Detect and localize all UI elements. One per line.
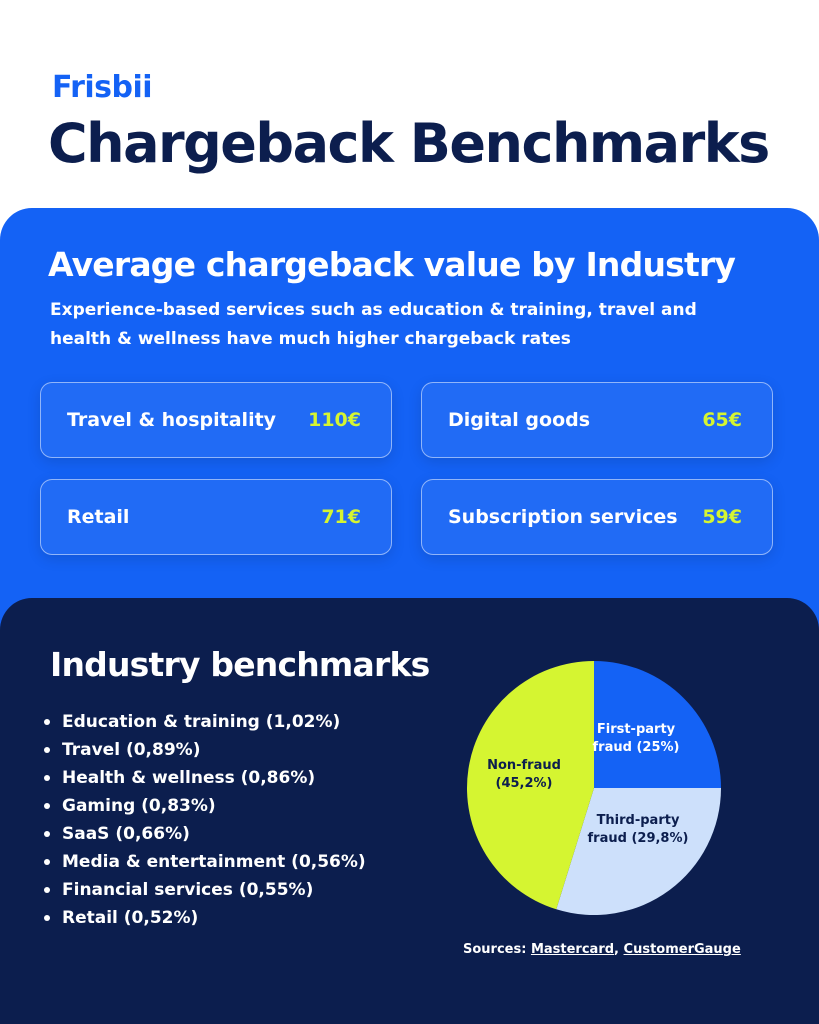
list-item: Education & training (1,02%): [44, 708, 366, 736]
industry-card-value: 110€: [308, 409, 361, 431]
benchmarks-list: Education & training (1,02%) Travel (0,8…: [44, 708, 366, 932]
frisbii-logo: Frisbii: [52, 70, 153, 105]
bullet-icon: [44, 915, 50, 921]
average-value-panel: [0, 208, 819, 648]
pie-slice: [594, 661, 721, 788]
list-item-text: Education & training (1,02%): [62, 712, 341, 732]
bullet-icon: [44, 747, 50, 753]
list-item: Travel (0,89%): [44, 736, 366, 764]
bullet-icon: [44, 803, 50, 809]
sources-line: Sources: Mastercard, CustomerGauge: [463, 942, 741, 957]
list-item: Health & wellness (0,86%): [44, 764, 366, 792]
list-item-text: Gaming (0,83%): [62, 796, 216, 816]
industry-card-retail: Retail 71€: [40, 479, 392, 555]
average-value-title: Average chargeback value by Industry: [48, 245, 736, 284]
pie-slice-label: Third-party fraud (29,8%): [588, 813, 689, 846]
list-item: Gaming (0,83%): [44, 792, 366, 820]
industry-card-label: Travel & hospitality: [67, 409, 277, 431]
bullet-icon: [44, 887, 50, 893]
sources-prefix: Sources:: [463, 942, 527, 957]
list-item-text: Health & wellness (0,86%): [62, 768, 316, 788]
industry-card-label: Retail: [67, 506, 130, 528]
industry-card-travel: Travel & hospitality 110€: [40, 382, 392, 458]
list-item: Media & entertainment (0,56%): [44, 848, 366, 876]
industry-card-value: 71€: [321, 506, 361, 528]
industry-card-label: Digital goods: [448, 409, 591, 431]
source-link-mastercard[interactable]: Mastercard: [530, 942, 615, 957]
industry-card-subscription: Subscription services 59€: [421, 479, 773, 555]
list-item: Financial services (0,55%): [44, 876, 366, 904]
average-value-subtitle: Experience-based services such as educat…: [50, 300, 697, 349]
list-item-text: Financial services (0,55%): [62, 880, 314, 900]
pie-slice: [467, 661, 594, 910]
benchmarks-title: Industry benchmarks: [50, 645, 430, 684]
industry-card-digital-goods: Digital goods 65€: [421, 382, 773, 458]
industry-card-value: 65€: [702, 409, 742, 431]
bullet-icon: [44, 719, 50, 725]
bullet-icon: [44, 859, 50, 865]
list-item-text: SaaS (0,66%): [62, 824, 190, 844]
source-link-customergauge[interactable]: CustomerGauge: [623, 942, 741, 957]
list-item: Retail (0,52%): [44, 904, 366, 932]
pie-slice-label: First-party fraud (25%): [593, 722, 680, 755]
list-item: SaaS (0,66%): [44, 820, 366, 848]
list-item-text: Media & entertainment (0,56%): [62, 852, 366, 872]
list-item-text: Travel (0,89%): [62, 740, 201, 760]
pie-slice-label: Non-fraud (45,2%): [487, 758, 561, 791]
sources-separator: ,: [614, 942, 619, 957]
fraud-pie-chart: First-party fraud (25%) Third-party fraud (…: [467, 661, 721, 915]
industry-card-label: Subscription services: [448, 506, 678, 528]
page-title: Chargeback Benchmarks: [48, 112, 770, 175]
list-item-text: Retail (0,52%): [62, 908, 199, 928]
industry-card-value: 59€: [702, 506, 742, 528]
pie-slice: [556, 788, 721, 915]
bullet-icon: [44, 831, 50, 837]
bullet-icon: [44, 775, 50, 781]
